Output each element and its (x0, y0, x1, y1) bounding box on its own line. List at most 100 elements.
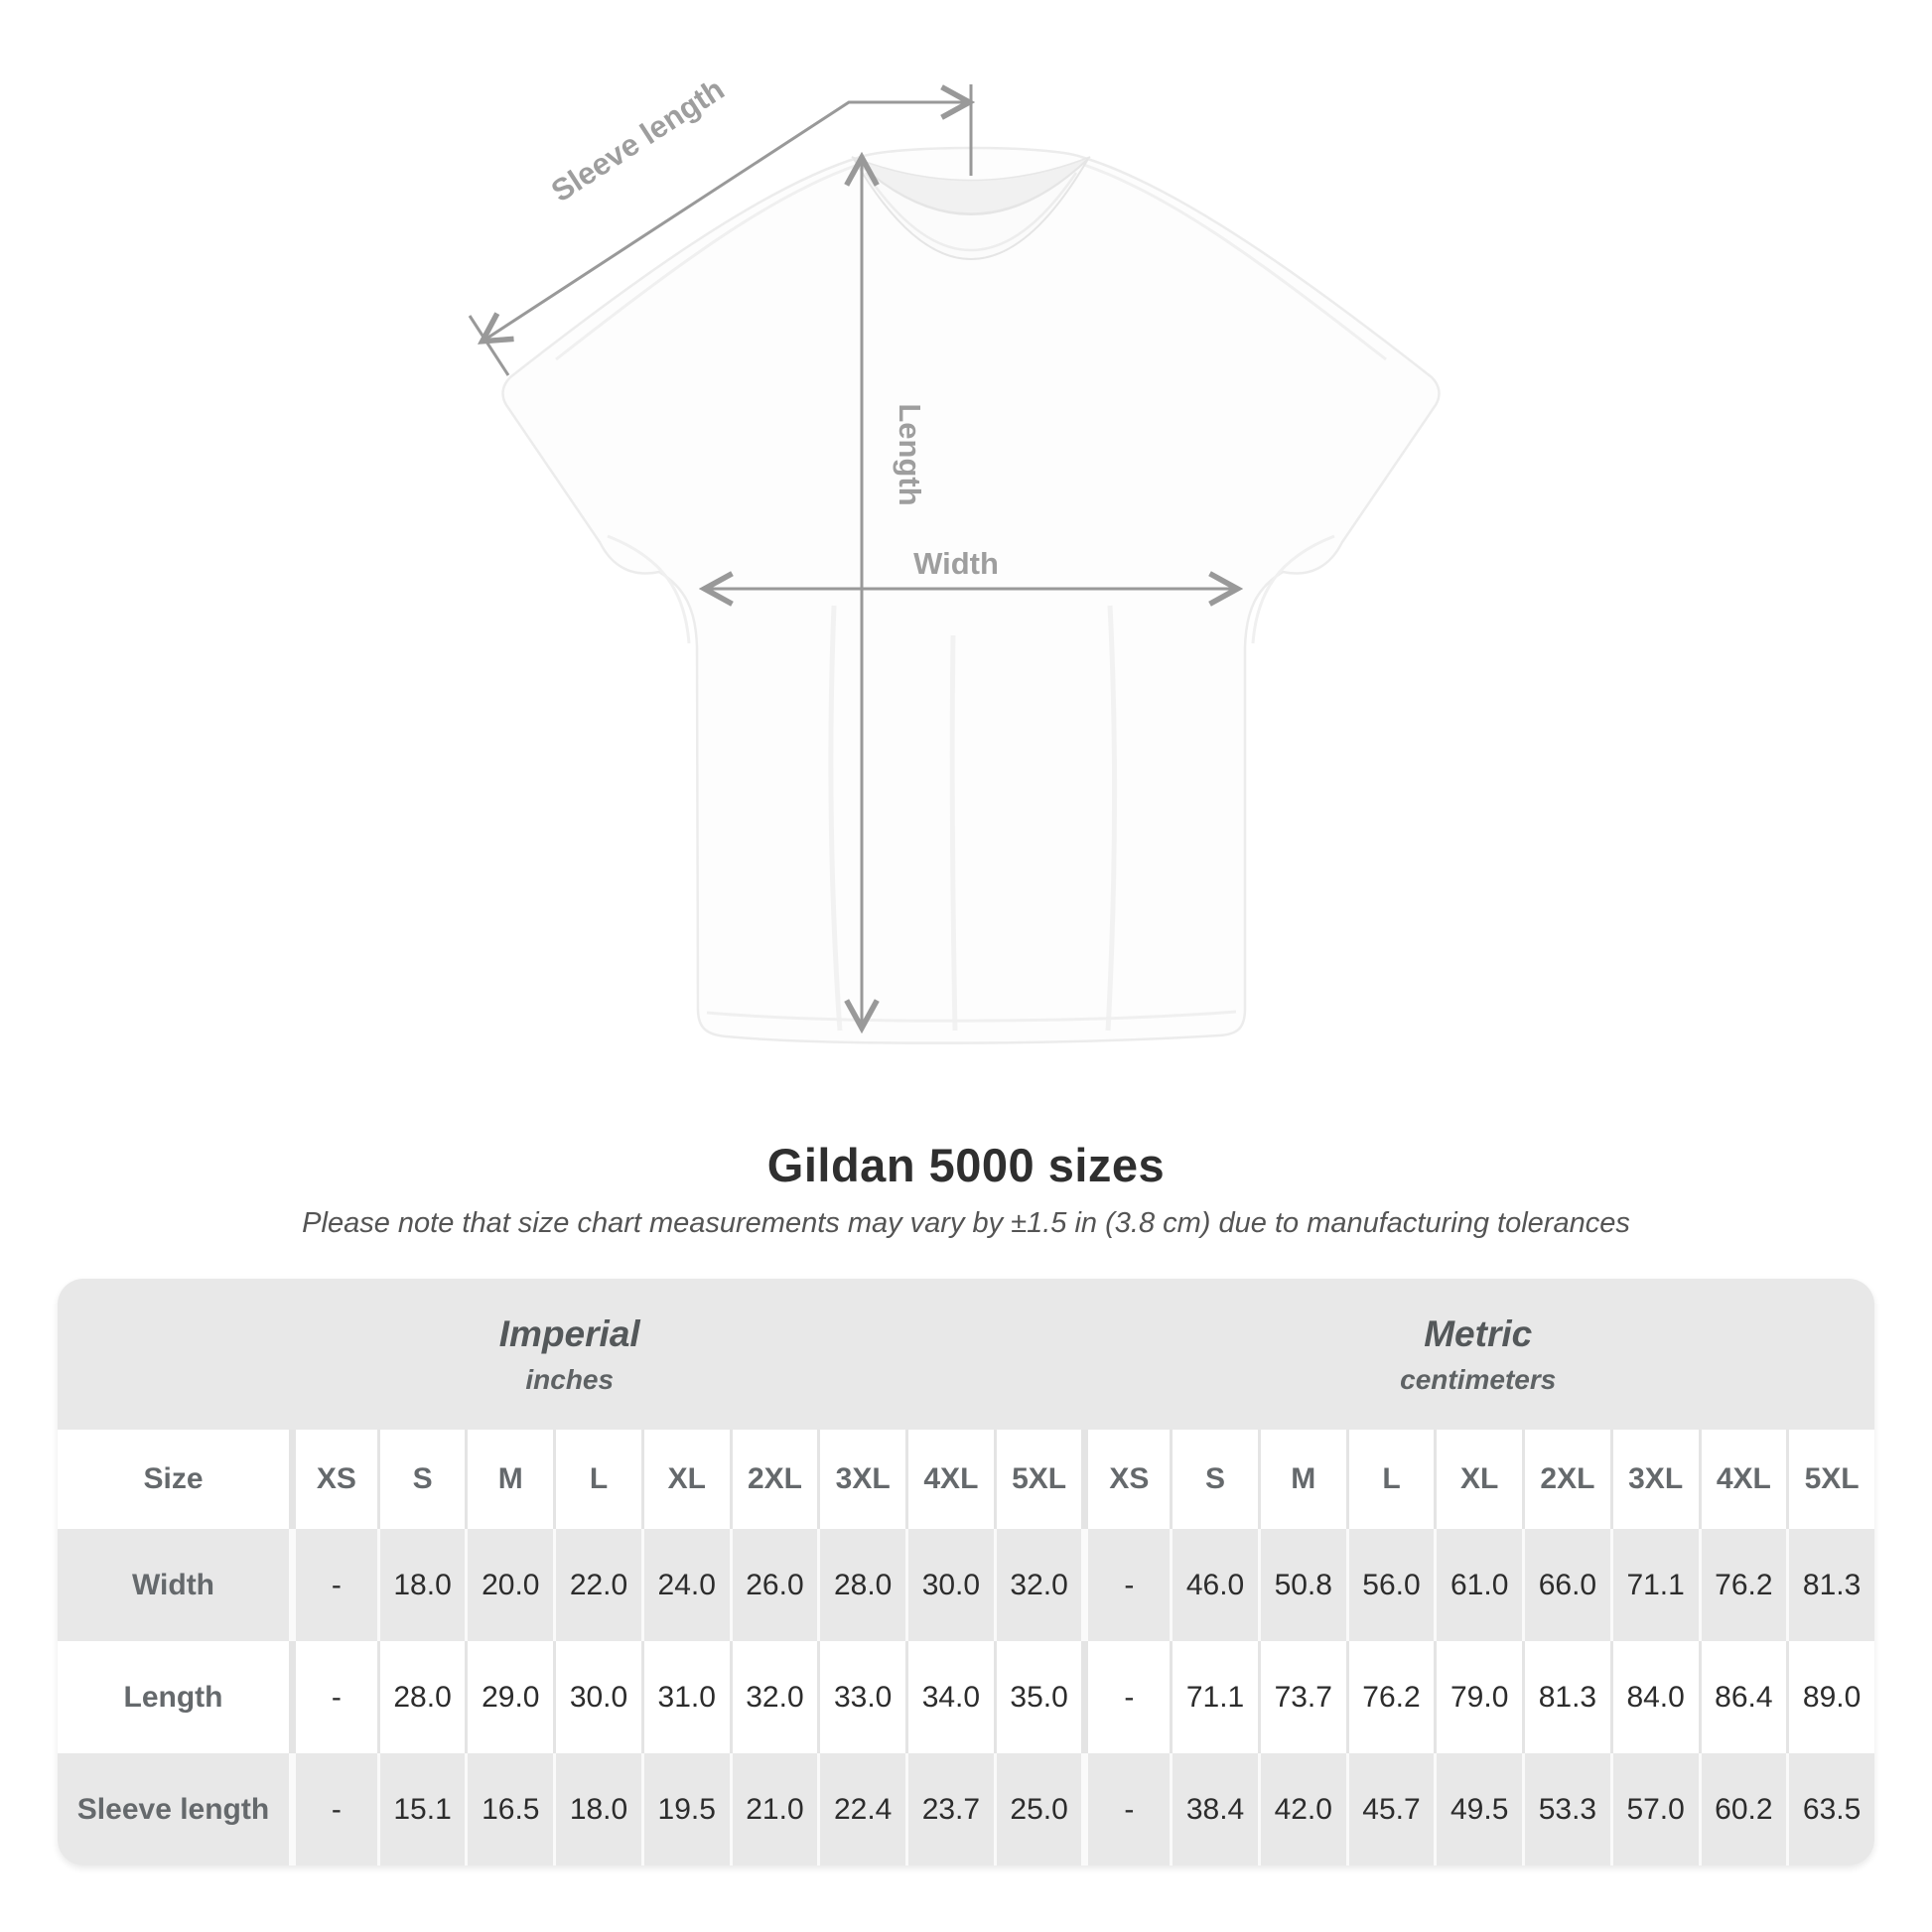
tshirt-diagram-svg: Sleeve length Length Width (468, 71, 1441, 1044)
tshirt-measurement-diagram: Sleeve length Length Width (468, 71, 1441, 1044)
value-cell-imperial-l: 22.0 (553, 1529, 641, 1641)
size-col-metric-m: M (1257, 1430, 1346, 1529)
size-col-imperial-4xl: 4XL (905, 1430, 994, 1529)
value-cell-imperial-xs: - (289, 1641, 377, 1753)
value-cell-imperial-s: 28.0 (376, 1641, 466, 1753)
value-cell-metric-l: 76.2 (1345, 1641, 1435, 1753)
measurement-row-length: Length -28.0 29.0 30.0 31.0 32.0 33.0 34.0 35.0-… (58, 1641, 1874, 1753)
value-cell-metric-l: 56.0 (1345, 1529, 1435, 1641)
size-col-metric-l: L (1345, 1430, 1435, 1529)
row-label: Width (58, 1529, 289, 1641)
size-col-imperial-xs: XS (289, 1430, 377, 1529)
value-cell-imperial-4xl: 34.0 (905, 1641, 994, 1753)
size-col-metric-xs: XS (1081, 1430, 1171, 1529)
sleeve-length-label: Sleeve length (545, 71, 731, 208)
length-label: Length (893, 403, 927, 505)
value-cell-metric-l: 45.7 (1345, 1753, 1435, 1865)
value-cell-imperial-3xl: 33.0 (817, 1641, 906, 1753)
value-cell-imperial-l: 30.0 (553, 1641, 641, 1753)
imperial-label: Imperial (498, 1312, 640, 1354)
size-col-metric-4xl: 4XL (1698, 1430, 1787, 1529)
tolerance-note: Please note that size chart measurements… (302, 1207, 1630, 1239)
value-cell-metric-xl: 49.5 (1434, 1753, 1523, 1865)
metric-label: Metric (1424, 1312, 1533, 1354)
value-cell-imperial-xs: - (289, 1753, 377, 1865)
value-cell-metric-4xl: 86.4 (1698, 1641, 1787, 1753)
value-cell-metric-3xl: 57.0 (1609, 1753, 1699, 1865)
centimeters-label: centimeters (1400, 1363, 1557, 1395)
value-cell-metric-2xl: 81.3 (1522, 1641, 1610, 1753)
measurement-row-sleeve-length: Sleeve length -15.1 16.5 18.0 19.5 21.0 22.4 23… (58, 1753, 1874, 1865)
value-cell-metric-2xl: 66.0 (1522, 1529, 1610, 1641)
size-col-imperial-xl: XL (640, 1430, 730, 1529)
value-cell-metric-5xl: 63.5 (1786, 1753, 1874, 1865)
unit-section-row: Imperial inches Metric centimeters (58, 1279, 1874, 1430)
value-cell-metric-xl: 79.0 (1434, 1641, 1523, 1753)
value-cell-imperial-s: 15.1 (376, 1753, 466, 1865)
tshirt-photo (501, 146, 1441, 1044)
value-cell-imperial-xl: 31.0 (640, 1641, 730, 1753)
value-cell-imperial-xl: 24.0 (640, 1529, 730, 1641)
value-cell-imperial-3xl: 28.0 (817, 1529, 906, 1641)
value-cell-metric-4xl: 76.2 (1698, 1529, 1787, 1641)
value-cell-imperial-4xl: 30.0 (905, 1529, 994, 1641)
value-cell-imperial-2xl: 26.0 (729, 1529, 818, 1641)
measurement-rows: Width -18.0 20.0 22.0 24.0 26.0 28.0 30.0 32.0-4… (58, 1529, 1874, 1865)
size-table-grid: Imperial inches Metric centimeters Size … (58, 1279, 1874, 1865)
width-label: Width (913, 546, 999, 581)
size-col-imperial-5xl: 5XL (993, 1430, 1082, 1529)
row-label: Length (58, 1641, 289, 1753)
value-cell-metric-m: 42.0 (1257, 1753, 1346, 1865)
size-header-row: Size XS S M L XL 2XL 3XL 4XL 5XL XS S M L XL 2XL 3XL 4XL… (58, 1430, 1874, 1529)
value-cell-imperial-xl: 19.5 (640, 1753, 730, 1865)
value-cell-metric-3xl: 84.0 (1609, 1641, 1699, 1753)
metric-section-header: Metric centimeters (1081, 1279, 1874, 1430)
value-cell-imperial-xs: - (289, 1529, 377, 1641)
value-cell-imperial-s: 18.0 (376, 1529, 466, 1641)
fabric-creases (828, 605, 1117, 1032)
size-col-metric-s: S (1170, 1430, 1258, 1529)
value-cell-imperial-m: 20.0 (465, 1529, 554, 1641)
sleeve-end-tick (468, 315, 510, 376)
size-col-imperial-l: L (553, 1430, 641, 1529)
sleeve-length-arrow (483, 102, 968, 341)
size-col-metric-2xl: 2XL (1522, 1430, 1610, 1529)
size-col-imperial-2xl: 2XL (729, 1430, 818, 1529)
value-cell-imperial-m: 16.5 (465, 1753, 554, 1865)
value-cell-metric-xl: 61.0 (1434, 1529, 1523, 1641)
value-cell-metric-5xl: 81.3 (1786, 1529, 1874, 1641)
value-cell-metric-xs: - (1081, 1641, 1171, 1753)
size-col-imperial-3xl: 3XL (817, 1430, 906, 1529)
value-cell-imperial-3xl: 22.4 (817, 1753, 906, 1865)
measurement-arrows (468, 84, 1236, 1027)
value-cell-metric-2xl: 53.3 (1522, 1753, 1610, 1865)
value-cell-metric-xs: - (1081, 1753, 1171, 1865)
value-cell-metric-m: 73.7 (1257, 1641, 1346, 1753)
value-cell-metric-s: 38.4 (1170, 1753, 1258, 1865)
page-title: Gildan 5000 sizes (766, 1139, 1166, 1191)
size-col-imperial-s: S (376, 1430, 466, 1529)
value-cell-imperial-5xl: 32.0 (993, 1529, 1082, 1641)
size-col-metric-xl: XL (1434, 1430, 1523, 1529)
value-cell-metric-xs: - (1081, 1529, 1171, 1641)
value-cell-metric-s: 46.0 (1170, 1529, 1258, 1641)
value-cell-imperial-4xl: 23.7 (905, 1753, 994, 1865)
size-column-header: Size (58, 1430, 289, 1529)
row-label: Sleeve length (58, 1753, 289, 1865)
inches-label: inches (525, 1363, 615, 1395)
value-cell-imperial-l: 18.0 (553, 1753, 641, 1865)
size-chart-table: Imperial inches Metric centimeters Size … (58, 1279, 1874, 1865)
size-col-metric-5xl: 5XL (1786, 1430, 1874, 1529)
value-cell-imperial-5xl: 35.0 (993, 1641, 1082, 1753)
value-cell-metric-m: 50.8 (1257, 1529, 1346, 1641)
measurement-row-width: Width -18.0 20.0 22.0 24.0 26.0 28.0 30.0 32.0-4… (58, 1529, 1874, 1641)
value-cell-imperial-2xl: 21.0 (729, 1753, 818, 1865)
value-cell-metric-3xl: 71.1 (1609, 1529, 1699, 1641)
size-col-metric-3xl: 3XL (1609, 1430, 1699, 1529)
imperial-section-header: Imperial inches (58, 1279, 1082, 1430)
size-col-imperial-m: M (465, 1430, 554, 1529)
value-cell-imperial-2xl: 32.0 (729, 1641, 818, 1753)
value-cell-metric-s: 71.1 (1170, 1641, 1258, 1753)
value-cell-metric-5xl: 89.0 (1786, 1641, 1874, 1753)
